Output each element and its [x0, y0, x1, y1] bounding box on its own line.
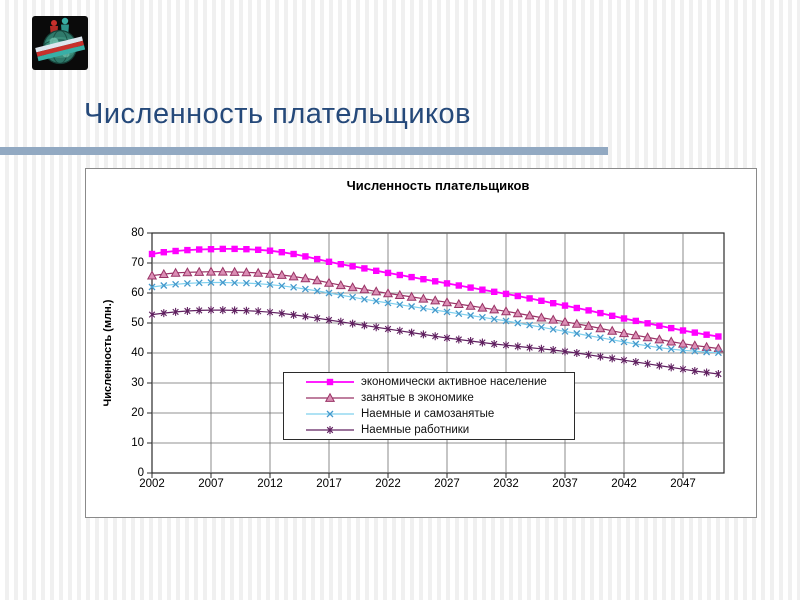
ribbon-icon [35, 36, 86, 62]
y-tick-label: 60 [131, 287, 144, 299]
chart-legend: экономически активное население занятые в… [283, 372, 575, 440]
y-tick-label: 20 [131, 407, 144, 419]
legend-row: Наемные работники [306, 422, 574, 438]
plot-svg [146, 232, 725, 478]
x-tick-label: 2012 [257, 478, 283, 490]
legend-label: Наемные работники [361, 424, 470, 436]
legend-label: занятые в экономике [361, 392, 474, 404]
legend-label: Наемные и самозанятые [361, 408, 495, 420]
title-underline-bar [0, 147, 608, 155]
legend-marker-icon [306, 410, 354, 418]
x-tick-label: 2017 [316, 478, 342, 490]
x-tick-label: 2042 [611, 478, 637, 490]
legend-row: занятые в экономике [306, 390, 574, 406]
x-tick-label: 2022 [375, 478, 401, 490]
legend-label: экономически активное население [361, 376, 547, 388]
legend-row: Наемные и самозанятые [306, 406, 574, 422]
globe-people-logo-icon [32, 16, 88, 70]
y-tick-label: 70 [131, 257, 144, 269]
x-tick-label: 2047 [670, 478, 696, 490]
x-tick-label: 2027 [434, 478, 460, 490]
legend-row: экономически активное население [306, 374, 574, 390]
y-tick-label: 0 [137, 467, 144, 479]
slide-title: Численность плательщиков [84, 98, 472, 130]
x-tick-label: 2002 [139, 478, 165, 490]
legend-marker-icon [306, 378, 354, 386]
y-tick-label: 30 [131, 377, 144, 389]
y-tick-label: 40 [131, 347, 144, 359]
legend-marker-icon [306, 392, 354, 402]
y-tick-label: 50 [131, 317, 144, 329]
chart-title: Численность плательщиков [346, 178, 530, 193]
chart-frame: Численность плательщиков Численность (мл… [85, 168, 757, 518]
x-tick-label: 2032 [493, 478, 519, 490]
y-tick-label: 80 [131, 227, 144, 239]
legend-marker-icon [306, 426, 354, 434]
x-tick-label: 2007 [198, 478, 224, 490]
y-tick-label: 10 [131, 437, 144, 449]
x-tick-label: 2037 [552, 478, 578, 490]
